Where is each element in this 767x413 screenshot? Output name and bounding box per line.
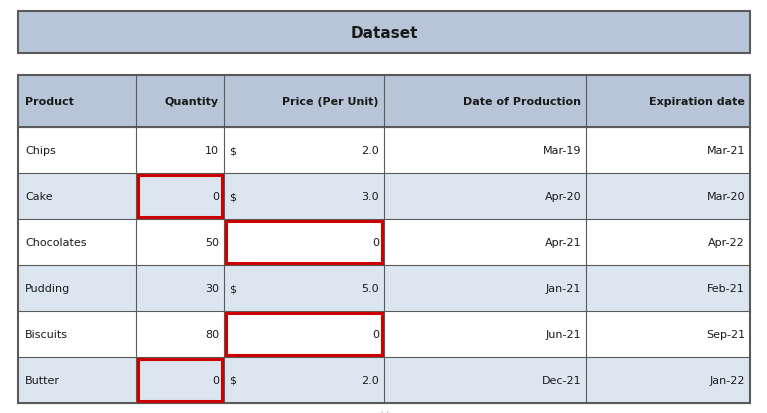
Text: Jan-21: Jan-21 bbox=[545, 283, 581, 293]
Text: Jun-21: Jun-21 bbox=[545, 329, 581, 339]
FancyBboxPatch shape bbox=[18, 76, 750, 128]
Text: exceldemy: exceldemy bbox=[361, 411, 407, 413]
Text: Apr-20: Apr-20 bbox=[545, 192, 581, 202]
Text: 0: 0 bbox=[212, 375, 219, 385]
Text: Butter: Butter bbox=[25, 375, 60, 385]
Text: 0: 0 bbox=[372, 237, 379, 247]
Text: $: $ bbox=[229, 146, 236, 156]
Text: Quantity: Quantity bbox=[165, 97, 219, 107]
Text: 80: 80 bbox=[205, 329, 219, 339]
FancyBboxPatch shape bbox=[18, 357, 750, 403]
Text: 0: 0 bbox=[372, 329, 379, 339]
FancyBboxPatch shape bbox=[18, 12, 750, 54]
FancyBboxPatch shape bbox=[18, 266, 750, 311]
FancyBboxPatch shape bbox=[18, 311, 750, 357]
Text: Price (Per Unit): Price (Per Unit) bbox=[282, 97, 379, 107]
Text: 0: 0 bbox=[212, 192, 219, 202]
Text: Jan-22: Jan-22 bbox=[709, 375, 745, 385]
Text: Biscuits: Biscuits bbox=[25, 329, 68, 339]
FancyBboxPatch shape bbox=[18, 173, 750, 219]
Text: Expiration date: Expiration date bbox=[649, 97, 745, 107]
Text: 5.0: 5.0 bbox=[361, 283, 379, 293]
Text: $: $ bbox=[229, 192, 236, 202]
Text: Pudding: Pudding bbox=[25, 283, 71, 293]
Text: Dataset: Dataset bbox=[351, 26, 418, 40]
FancyBboxPatch shape bbox=[18, 219, 750, 266]
Text: Sep-21: Sep-21 bbox=[706, 329, 745, 339]
Text: $: $ bbox=[229, 283, 236, 293]
Text: Date of Production: Date of Production bbox=[463, 97, 581, 107]
Text: Apr-22: Apr-22 bbox=[708, 237, 745, 247]
FancyBboxPatch shape bbox=[18, 128, 750, 173]
Text: 50: 50 bbox=[205, 237, 219, 247]
Text: 3.0: 3.0 bbox=[361, 192, 379, 202]
Text: 30: 30 bbox=[205, 283, 219, 293]
Text: Mar-21: Mar-21 bbox=[706, 146, 745, 156]
Text: Cake: Cake bbox=[25, 192, 53, 202]
Text: Product: Product bbox=[25, 97, 74, 107]
Text: $: $ bbox=[229, 375, 236, 385]
Text: 2.0: 2.0 bbox=[361, 375, 379, 385]
Text: 2.0: 2.0 bbox=[361, 146, 379, 156]
Text: Chips: Chips bbox=[25, 146, 56, 156]
Text: Apr-21: Apr-21 bbox=[545, 237, 581, 247]
Text: Feb-21: Feb-21 bbox=[707, 283, 745, 293]
Text: Dec-21: Dec-21 bbox=[542, 375, 581, 385]
Text: Chocolates: Chocolates bbox=[25, 237, 87, 247]
Text: Mar-19: Mar-19 bbox=[542, 146, 581, 156]
Text: 10: 10 bbox=[205, 146, 219, 156]
Text: Mar-20: Mar-20 bbox=[706, 192, 745, 202]
